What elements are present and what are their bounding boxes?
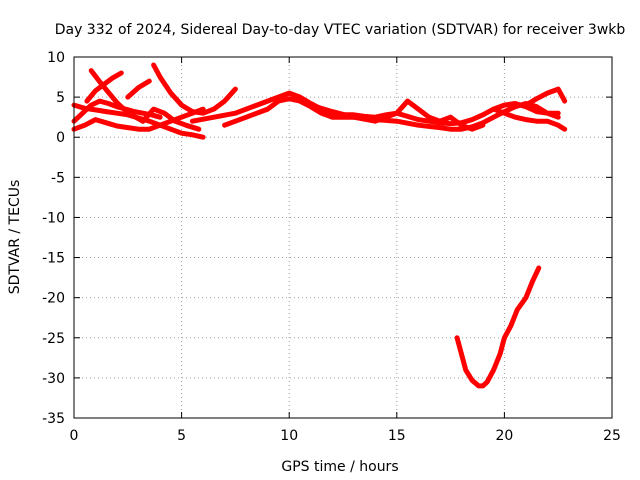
y-tick-label: 10 xyxy=(47,50,65,66)
series-arc-4 xyxy=(88,68,146,124)
series-arc-7 xyxy=(151,62,238,116)
series-arc-10 xyxy=(222,96,561,132)
y-tick-label: -35 xyxy=(42,411,65,427)
y-tick-label: 0 xyxy=(56,130,65,146)
x-tick-label: 20 xyxy=(495,428,513,444)
x-tick-label: 25 xyxy=(603,428,621,444)
series-arc-11 xyxy=(308,98,486,132)
series-arc-14 xyxy=(454,265,542,389)
y-tick-label: -30 xyxy=(42,371,65,387)
series-arc-8 xyxy=(140,106,202,132)
y-tick-label: 5 xyxy=(56,90,65,106)
series-arc-3 xyxy=(71,98,163,124)
x-tick-label: 10 xyxy=(280,428,298,444)
chart-title: Day 332 of 2024, Sidereal Day-to-day VTE… xyxy=(55,22,626,38)
series-arc-12 xyxy=(491,106,568,132)
x-axis-label: GPS time / hours xyxy=(281,459,398,475)
series-arc-5 xyxy=(84,70,124,104)
y-tick-label: -5 xyxy=(51,170,65,186)
x-tick-label: 5 xyxy=(177,428,186,444)
x-tick-label: 0 xyxy=(70,428,79,444)
grid-lines xyxy=(74,57,612,418)
y-tick-label: -20 xyxy=(42,291,65,307)
axes: 0 5 10 15 20 25 10 5 0 -5 -10 -15 -20 -25 -30 -35 xyxy=(42,50,621,444)
x-tick-label: 15 xyxy=(388,428,406,444)
series-arc-13 xyxy=(523,86,568,108)
data-series-group xyxy=(71,62,568,389)
y-tick-label: -25 xyxy=(42,331,65,347)
series-arc-6 xyxy=(125,78,152,100)
y-axis-label: SDTVAR / TECUs xyxy=(7,180,23,295)
series-arc-2 xyxy=(71,106,206,132)
plot-frame xyxy=(73,56,613,419)
y-tick-label: -10 xyxy=(42,210,65,226)
y-tick-label: -15 xyxy=(42,251,65,267)
